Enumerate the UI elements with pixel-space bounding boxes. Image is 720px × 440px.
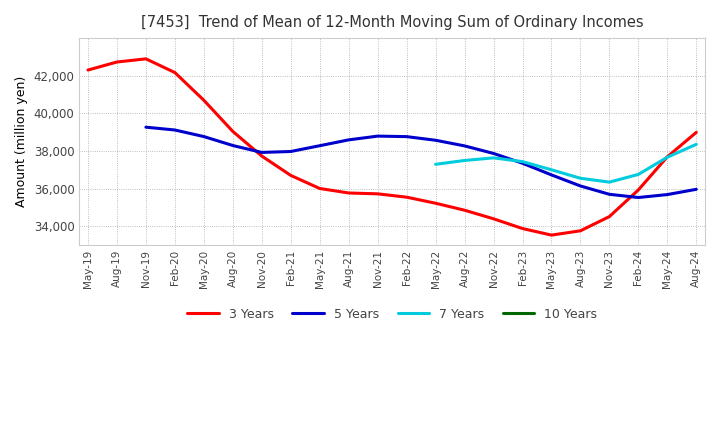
3 Years (228, 129, 237, 134)
5 Years (431, 138, 440, 143)
5 Years (287, 149, 295, 154)
3 Years (344, 191, 353, 196)
3 Years (315, 186, 324, 191)
7 Years (634, 172, 643, 177)
Line: 7 Years: 7 Years (436, 144, 696, 182)
7 Years (547, 167, 556, 172)
Title: [7453]  Trend of Mean of 12-Month Moving Sum of Ordinary Incomes: [7453] Trend of Mean of 12-Month Moving … (141, 15, 644, 30)
3 Years (576, 228, 585, 234)
7 Years (460, 158, 469, 163)
5 Years (142, 125, 150, 130)
3 Years (142, 56, 150, 62)
5 Years (692, 187, 701, 192)
5 Years (258, 150, 266, 155)
7 Years (663, 154, 672, 160)
3 Years (402, 194, 411, 200)
7 Years (518, 159, 527, 164)
5 Years (547, 172, 556, 178)
5 Years (402, 134, 411, 139)
3 Years (287, 173, 295, 178)
3 Years (547, 232, 556, 238)
5 Years (634, 195, 643, 200)
3 Years (663, 154, 672, 159)
3 Years (374, 191, 382, 197)
7 Years (692, 142, 701, 147)
5 Years (344, 137, 353, 143)
3 Years (692, 130, 701, 135)
3 Years (84, 67, 92, 73)
3 Years (518, 226, 527, 231)
5 Years (228, 143, 237, 148)
3 Years (199, 98, 208, 103)
3 Years (171, 70, 179, 75)
7 Years (489, 155, 498, 161)
5 Years (663, 192, 672, 197)
5 Years (199, 134, 208, 139)
7 Years (431, 161, 440, 167)
5 Years (605, 192, 613, 197)
5 Years (171, 127, 179, 132)
5 Years (489, 151, 498, 156)
5 Years (576, 183, 585, 189)
3 Years (112, 59, 121, 65)
Y-axis label: Amount (million yen): Amount (million yen) (15, 76, 28, 207)
5 Years (460, 143, 469, 149)
5 Years (315, 143, 324, 148)
Line: 5 Years: 5 Years (146, 127, 696, 198)
3 Years (605, 214, 613, 219)
5 Years (374, 133, 382, 139)
3 Years (258, 154, 266, 159)
5 Years (518, 161, 527, 166)
3 Years (489, 216, 498, 221)
7 Years (576, 176, 585, 181)
3 Years (634, 187, 643, 193)
Legend: 3 Years, 5 Years, 7 Years, 10 Years: 3 Years, 5 Years, 7 Years, 10 Years (182, 303, 602, 326)
7 Years (605, 180, 613, 185)
3 Years (431, 201, 440, 206)
Line: 3 Years: 3 Years (88, 59, 696, 235)
3 Years (460, 208, 469, 213)
